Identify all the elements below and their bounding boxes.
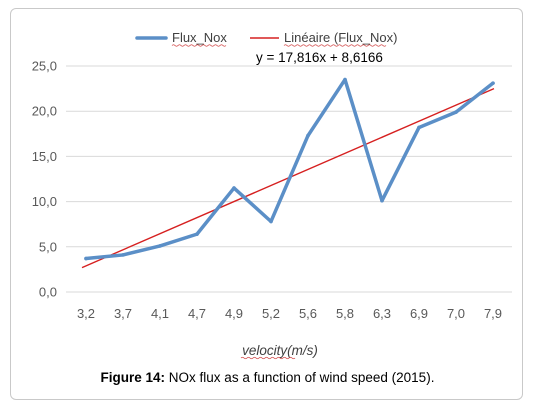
x-tick-label: 3,7 <box>114 306 132 321</box>
x-tick-label: 4,9 <box>225 306 243 321</box>
x-axis-ticks: 3,2 3,7 4,1 4,7 4,9 5,2 5,6 5,8 6,3 6,9 7,0 7,9 <box>77 306 502 321</box>
x-tick-label: 5,2 <box>262 306 280 321</box>
data-point <box>158 244 162 248</box>
caption-text: NOx flux as a function of wind speed (20… <box>165 370 435 385</box>
data-point <box>195 232 199 236</box>
series-layer <box>84 77 495 261</box>
spellcheck-underline <box>240 356 296 360</box>
legend-label-trendline: Linéaire (Flux_Nox) <box>284 30 397 45</box>
gridlines <box>66 65 512 293</box>
x-axis-title: velocity(m/s) <box>242 343 318 358</box>
y-tick-label: 10,0 <box>32 194 57 209</box>
y-tick-label: 15,0 <box>32 149 57 164</box>
y-tick-label: 5,0 <box>39 239 57 254</box>
x-tick-label: 7,9 <box>484 306 502 321</box>
x-tick-label: 3,2 <box>77 306 95 321</box>
data-point <box>269 219 273 224</box>
data-point <box>232 186 236 190</box>
data-point <box>491 81 495 85</box>
spellcheck-underline <box>171 44 227 47</box>
trendline-equation: y = 17,816x + 8,6166 <box>256 50 383 65</box>
x-tick-label: 5,6 <box>299 306 317 321</box>
legend-label-flux-nox: Flux_Nox <box>172 30 227 45</box>
x-tick-label: 4,7 <box>188 306 206 321</box>
y-tick-label: 20,0 <box>32 104 57 119</box>
data-point <box>454 110 458 114</box>
data-point <box>306 133 310 138</box>
y-axis-ticks: 0,0 5,0 10,0 15,0 20,0 25,0 <box>32 59 57 300</box>
data-point <box>380 198 384 203</box>
chart-frame <box>10 8 523 400</box>
x-tick-label: 4,1 <box>151 306 169 321</box>
data-point <box>121 253 125 257</box>
y-tick-label: 0,0 <box>39 285 57 300</box>
data-point <box>417 125 421 130</box>
series-line-flux-nox <box>84 77 495 261</box>
data-point <box>343 77 347 82</box>
data-point <box>84 256 88 261</box>
x-tick-label: 5,8 <box>336 306 354 321</box>
figure-caption: Figure 14: NOx flux as a function of win… <box>0 370 535 385</box>
spellcheck-underline <box>283 44 387 47</box>
legend: Flux_Nox Linéaire (Flux_Nox) <box>135 30 397 47</box>
x-tick-label: 7,0 <box>447 306 465 321</box>
x-tick-label: 6,3 <box>373 306 391 321</box>
y-tick-label: 25,0 <box>32 59 57 74</box>
x-tick-label: 6,9 <box>410 306 428 321</box>
caption-label: Figure 14: <box>100 370 166 385</box>
